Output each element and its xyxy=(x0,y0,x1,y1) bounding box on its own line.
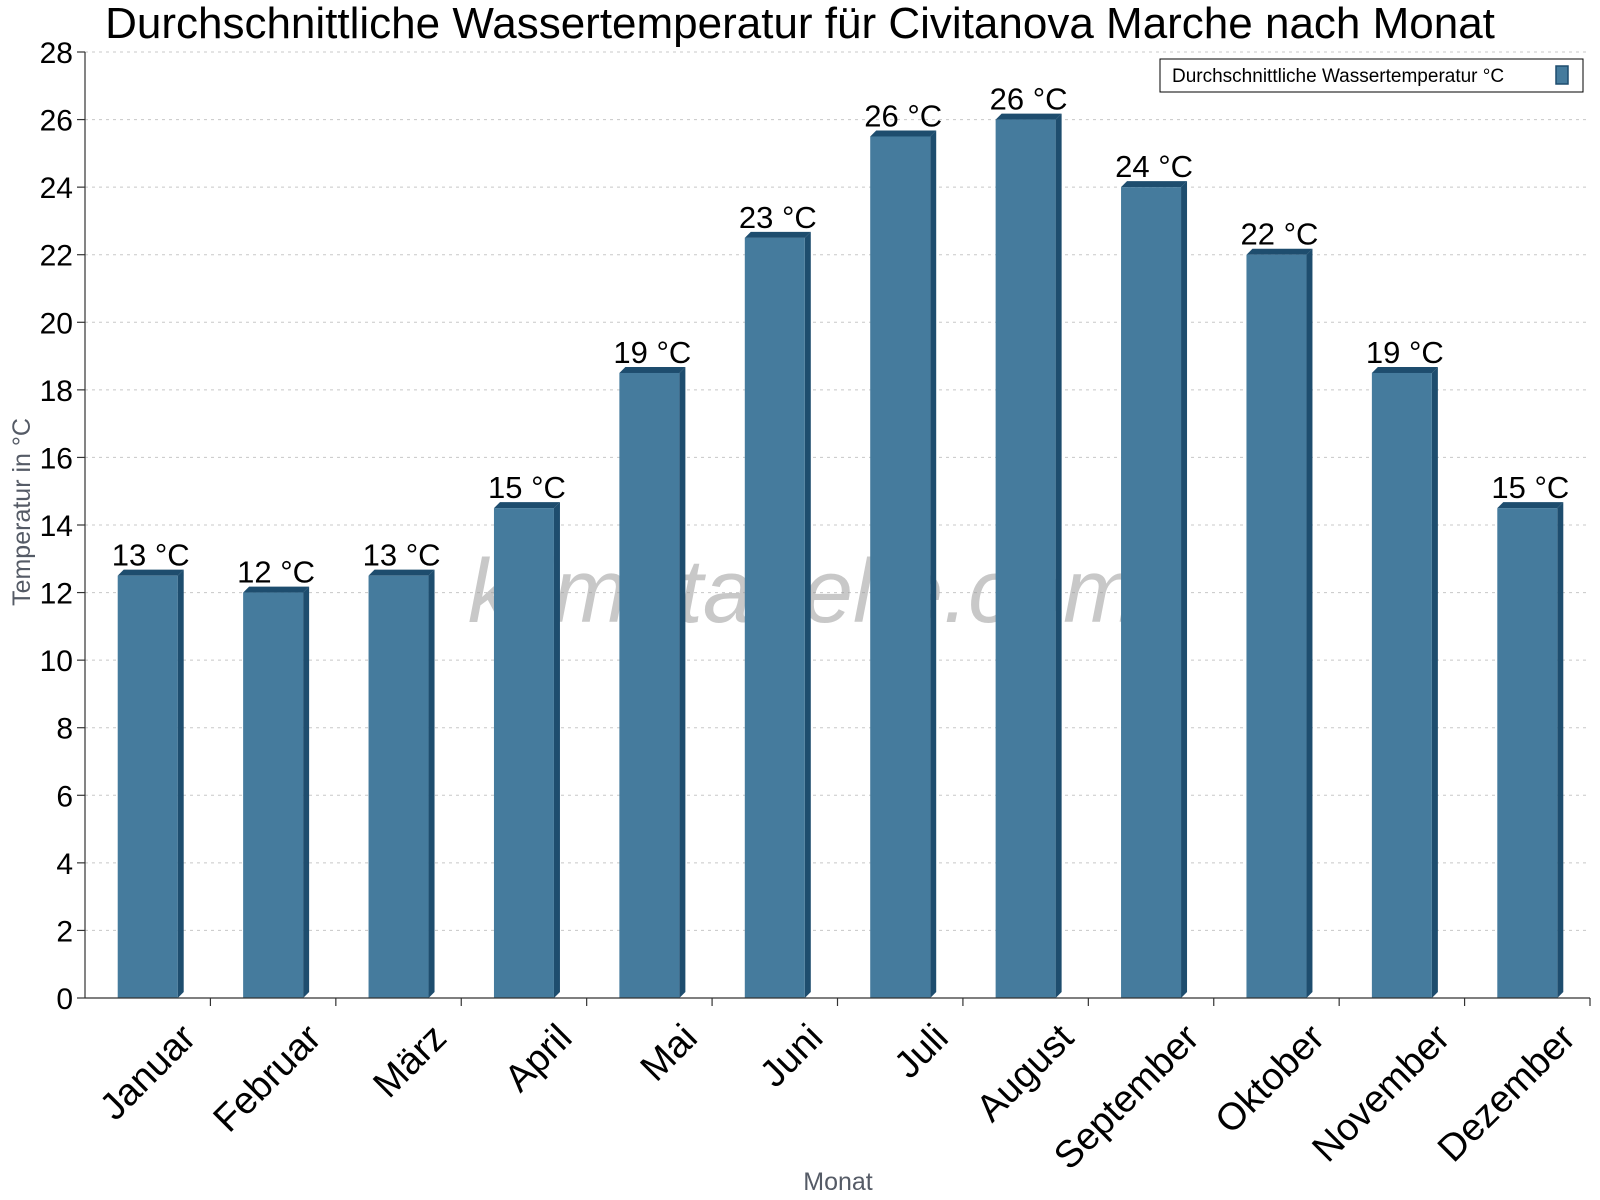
y-tick-label: 8 xyxy=(56,713,73,746)
bar-top-face xyxy=(243,586,310,593)
x-tick-label: August xyxy=(969,1016,1083,1130)
bar-side-face xyxy=(804,231,811,999)
bar-juni: 23 °C xyxy=(739,200,817,999)
bar-front-face xyxy=(243,592,304,998)
data-label: 13 °C xyxy=(363,538,441,573)
bar-märz: 13 °C xyxy=(363,538,441,998)
bar-side-face xyxy=(1055,113,1062,999)
x-axis-label: Monat xyxy=(803,1168,873,1196)
bar-top-face xyxy=(1371,366,1438,373)
bar-april: 15 °C xyxy=(488,470,566,998)
bar-side-face xyxy=(428,569,435,998)
y-tick-label: 0 xyxy=(56,983,73,1016)
y-tick-label: 12 xyxy=(40,578,73,611)
y-tick-label: 6 xyxy=(56,780,73,813)
y-tick-label: 22 xyxy=(40,240,73,273)
chart-title: Durchschnittliche Wassertemperatur für C… xyxy=(105,0,1495,48)
data-label: 15 °C xyxy=(1491,470,1569,505)
y-tick-label: 28 xyxy=(40,37,73,70)
y-tick-label: 2 xyxy=(56,915,73,948)
bar-side-face xyxy=(679,366,686,998)
bar-side-face xyxy=(553,502,560,998)
x-tick-label: Mai xyxy=(633,1017,706,1090)
data-label: 24 °C xyxy=(1115,149,1193,184)
bar-front-face xyxy=(1121,187,1182,999)
bar-front-face xyxy=(619,372,680,998)
data-label: 12 °C xyxy=(237,555,315,590)
grid-lines xyxy=(85,51,1590,931)
data-label: 26 °C xyxy=(990,82,1068,117)
legend-swatch xyxy=(1555,65,1569,85)
bar-top-face xyxy=(1121,181,1188,188)
bar-side-face xyxy=(1557,502,1564,998)
bar-dezember: 15 °C xyxy=(1491,470,1569,998)
data-label: 23 °C xyxy=(739,200,817,235)
y-axis-label: Temperatur in °C xyxy=(8,418,36,606)
y-tick-label: 14 xyxy=(40,510,73,543)
bar-side-face xyxy=(1306,248,1313,998)
bar-top-face xyxy=(117,569,184,576)
x-tick-labels: Januar Februar März April Mai Juni Juli AugustS… xyxy=(92,1016,1584,1177)
y-tick-label: 24 xyxy=(40,172,73,205)
bar-top-face xyxy=(744,231,811,238)
x-tick-label: Februar xyxy=(206,1016,330,1140)
bar-front-face xyxy=(995,119,1056,999)
y-tick-label: 26 xyxy=(40,105,73,138)
bar-side-face xyxy=(930,130,937,998)
data-label: 19 °C xyxy=(613,335,691,370)
bar-oktober: 22 °C xyxy=(1241,217,1319,998)
y-tick-label: 18 xyxy=(40,375,73,408)
bar-november: 19 °C xyxy=(1366,335,1444,998)
bar-side-face xyxy=(1181,181,1188,999)
bar-front-face xyxy=(117,575,178,998)
data-label: 26 °C xyxy=(864,98,942,133)
bar-top-face xyxy=(493,502,560,509)
bar-top-face xyxy=(619,366,686,373)
bar-juli: 26 °C xyxy=(864,98,942,998)
bar-front-face xyxy=(1371,372,1432,998)
x-tick-label: Januar xyxy=(92,1016,204,1128)
bars: 13 °C 12 °C 13 °C 15 °C 19 °C 23 °C 26 °C 26 °C… xyxy=(112,82,1569,999)
y-tick-label: 16 xyxy=(40,442,73,475)
x-tick-label: April xyxy=(497,1017,580,1100)
bar-september: 24 °C xyxy=(1115,149,1193,999)
x-tick-label: März xyxy=(365,1017,454,1106)
data-label: 13 °C xyxy=(112,538,190,573)
y-tick-label: 20 xyxy=(40,307,73,340)
bar-front-face xyxy=(1246,254,1307,998)
bar-front-face xyxy=(493,508,554,998)
bar-top-face xyxy=(1246,248,1313,255)
x-tick-label: Juni xyxy=(752,1017,831,1096)
y-tick-label: 10 xyxy=(40,645,73,678)
bar-februar: 12 °C xyxy=(237,555,315,998)
data-label: 22 °C xyxy=(1241,217,1319,252)
bar-side-face xyxy=(1431,366,1438,998)
x-tick-label: Oktober xyxy=(1208,1016,1334,1142)
bar-top-face xyxy=(1497,502,1564,509)
bar-side-face xyxy=(303,586,310,998)
bar-januar: 13 °C xyxy=(112,538,190,998)
bar-side-face xyxy=(177,569,184,998)
y-tick-label: 4 xyxy=(56,848,73,881)
bar-august: 26 °C xyxy=(990,82,1068,999)
bar-front-face xyxy=(744,237,805,999)
bar-front-face xyxy=(1497,508,1558,998)
data-label: 15 °C xyxy=(488,470,566,505)
x-tick-label: Dezember xyxy=(1430,1016,1584,1170)
bar-front-face xyxy=(368,575,429,998)
legend: Durchschnittliche Wassertemperatur °C xyxy=(1159,58,1584,93)
x-tick-label: Juli xyxy=(887,1017,957,1087)
bar-top-face xyxy=(368,569,435,576)
axes xyxy=(77,51,1591,1006)
data-label: 19 °C xyxy=(1366,335,1444,370)
bar-top-face xyxy=(870,130,937,137)
legend-label: Durchschnittliche Wassertemperatur °C xyxy=(1172,66,1504,87)
bar-front-face xyxy=(870,136,931,998)
legend-box xyxy=(1159,58,1584,93)
bar-top-face xyxy=(995,113,1062,120)
bar-mai: 19 °C xyxy=(613,335,691,998)
